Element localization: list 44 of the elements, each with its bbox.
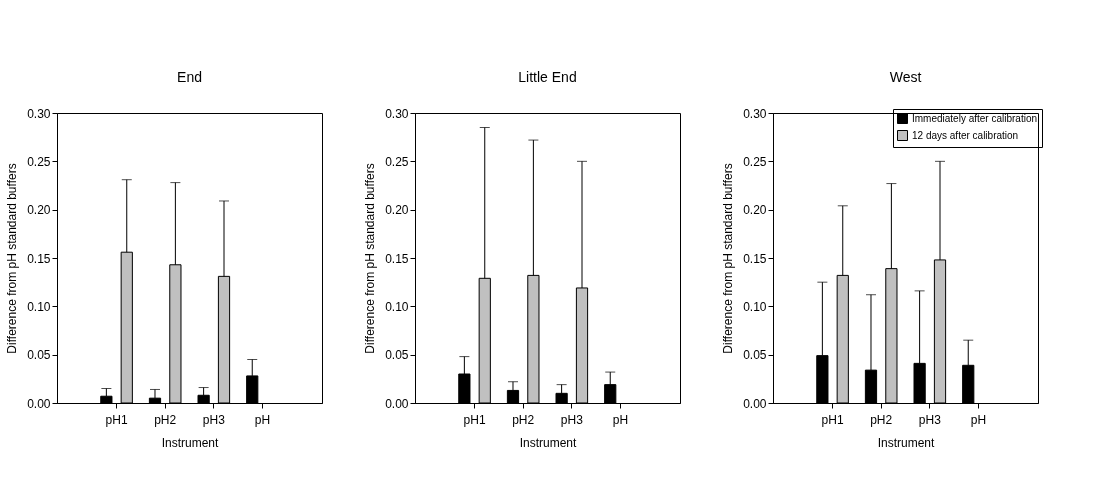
x-tick-label: pH3 [202, 412, 226, 427]
y-tick-label: 0.05 [27, 348, 51, 363]
y-tick-label: 0.20 [743, 203, 767, 218]
legend-label: Immediately after calibration [912, 112, 1038, 124]
y-tick-label: 0.00 [385, 396, 409, 411]
y-tick-label: 0.10 [385, 299, 409, 314]
x-tick-label: pH3 [560, 412, 584, 427]
x-tick-label: pH3 [918, 412, 942, 427]
x-tick-label: pH [254, 412, 271, 427]
y-tick-label: 0.15 [743, 251, 767, 266]
y-tick-label: 0.00 [27, 396, 51, 411]
x-axis-title: Instrument [519, 435, 577, 450]
y-tick-label: 0.25 [27, 154, 51, 169]
chart-title: End [177, 69, 202, 85]
x-tick-label: pH [612, 412, 629, 427]
y-tick-label: 0.15 [27, 251, 51, 266]
x-tick-label: pH2 [870, 412, 893, 427]
x-tick-label: pH1 [821, 412, 844, 427]
y-axis-title: Difference from pH standard buffers [5, 163, 20, 354]
x-tick-label: pH1 [463, 412, 486, 427]
y-tick-label: 0.25 [743, 154, 767, 169]
x-axis-title: Instrument [161, 435, 219, 450]
x-axis-title: Instrument [877, 435, 935, 450]
legend-label: 12 days after calibration [912, 129, 1019, 141]
x-tick-label: pH [970, 412, 987, 427]
x-tick-label: pH1 [105, 412, 128, 427]
y-axis-title: Difference from pH standard buffers [363, 163, 378, 354]
y-tick-label: 0.05 [743, 348, 767, 363]
x-tick-label: pH2 [512, 412, 535, 427]
y-tick-label: 0.25 [385, 154, 409, 169]
y-tick-label: 0.10 [27, 299, 51, 314]
y-tick-label: 0.20 [385, 203, 409, 218]
y-tick-label: 0.05 [385, 348, 409, 363]
y-tick-label: 0.30 [743, 106, 767, 121]
y-tick-label: 0.15 [385, 251, 409, 266]
y-axis-title: Difference from pH standard buffers [721, 163, 736, 354]
y-tick-label: 0.30 [385, 106, 409, 121]
chart-title: West [889, 69, 922, 85]
chart-title: Little End [518, 69, 577, 85]
y-tick-label: 0.30 [27, 106, 51, 121]
y-tick-label: 0.10 [743, 299, 767, 314]
y-tick-label: 0.20 [27, 203, 51, 218]
y-tick-label: 0.00 [743, 396, 767, 411]
x-tick-label: pH2 [154, 412, 177, 427]
